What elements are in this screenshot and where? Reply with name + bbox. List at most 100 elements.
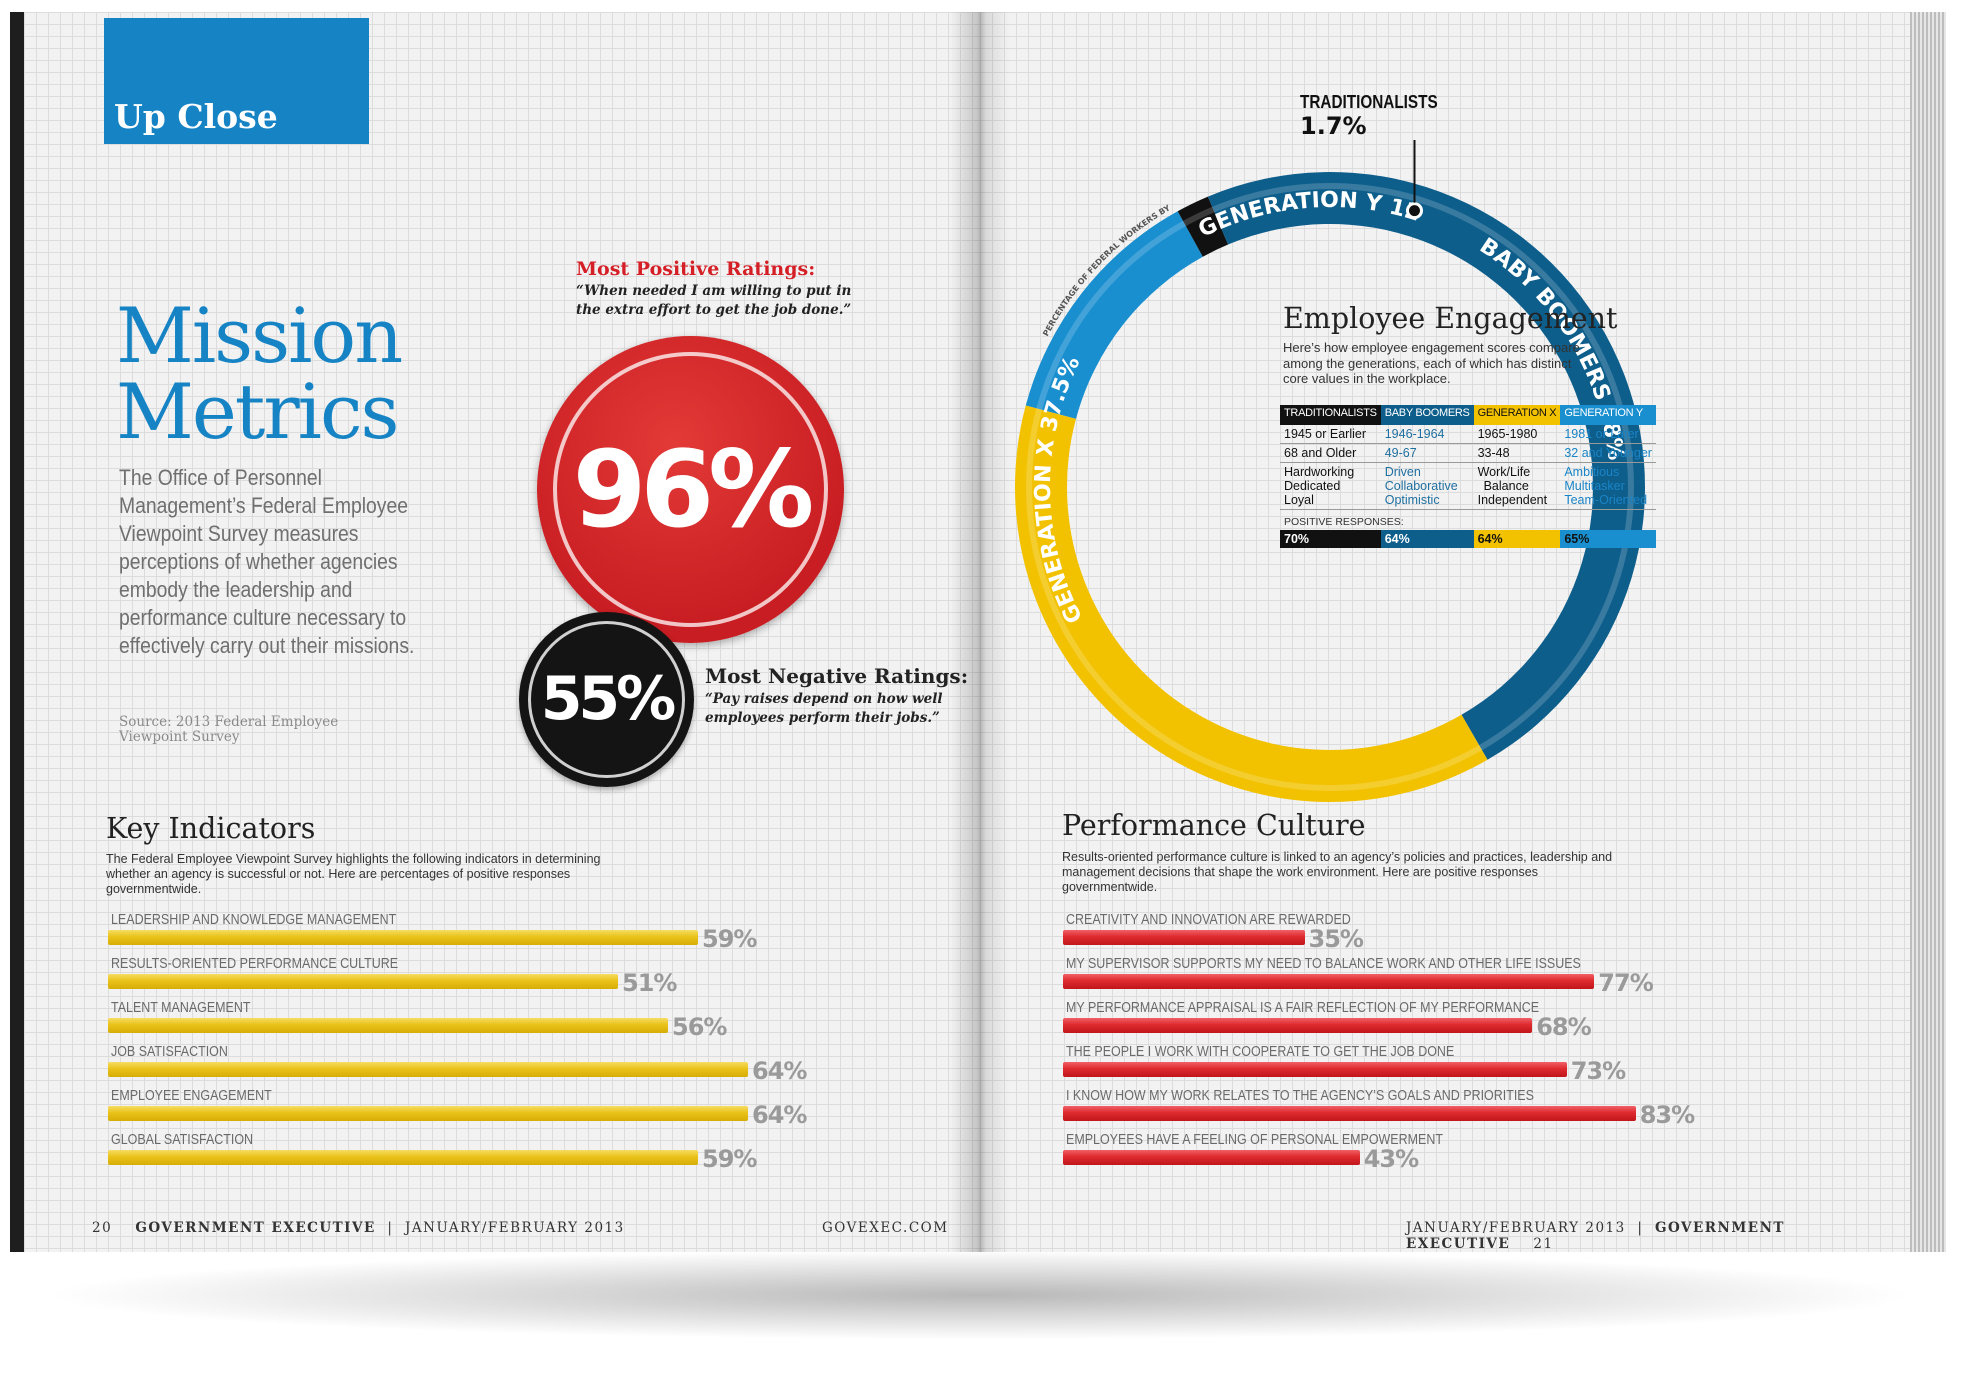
- table-cell: 1965-1980: [1473, 425, 1561, 444]
- table-row: 1945 or Earlier 1946-1964 1965-1980 1981…: [1280, 425, 1656, 444]
- value-text: Driven: [1384, 465, 1421, 479]
- table-cell: 1945 or Earlier: [1280, 425, 1381, 444]
- traditionalists-label: TRADITIONALISTS: [1300, 92, 1438, 112]
- bar-label: MY SUPERVISOR SUPPORTS MY NEED TO BALANC…: [1066, 956, 1581, 972]
- positive-baby-boomers: 64%: [1380, 530, 1474, 548]
- value-text: Loyal: [1284, 493, 1314, 507]
- footer-separator: |: [1637, 1220, 1644, 1236]
- header-traditionalists: TRADITIONALISTS: [1280, 405, 1381, 425]
- magazine-shadow: [40, 1250, 1920, 1340]
- table-cell: 1981 or Later: [1560, 425, 1656, 444]
- key-indicators-description: The Federal Employee Viewpoint Survey hi…: [106, 852, 601, 896]
- footer-right: JANUARY/FEBRUARY 2013 | GOVERNMENT EXECU…: [1406, 1220, 1910, 1252]
- value-text: Independent: [1477, 493, 1548, 507]
- page-edges: [1910, 12, 1946, 1252]
- page-title-line1: Mission: [116, 291, 403, 380]
- table-cell: Ambitious Multitasker Team-Oriented: [1560, 463, 1656, 510]
- table-cell: Hardworking Dedicated Loyal: [1280, 463, 1381, 510]
- table-row: POSITIVE RESPONSES:: [1280, 509, 1656, 530]
- bar: [1063, 974, 1595, 989]
- page-title-line2: Metrics: [116, 367, 400, 456]
- most-positive-value: 96%: [572, 428, 815, 551]
- bar-label: I KNOW HOW MY WORK RELATES TO THE AGENCY…: [1066, 1088, 1534, 1104]
- circle-ring: [553, 352, 828, 627]
- most-negative-quote: “Pay raises depend on how well employees…: [705, 691, 943, 726]
- bar: [108, 1018, 668, 1033]
- value-text: Ambitious: [1564, 465, 1620, 479]
- traditionalists-value: 1.7%: [1300, 112, 1367, 140]
- bar: [1063, 930, 1305, 945]
- bar-value: 43%: [1363, 1145, 1419, 1173]
- value-text: Work/Life: [1477, 465, 1531, 479]
- table-row: 68 and Older 49-67 33-48 32 and Younger: [1280, 443, 1656, 463]
- left-page: Up Close Mission Metrics The Office of P…: [10, 12, 994, 1252]
- footer-left: 20 GOVERNMENT EXECUTIVE | JANUARY/FEBRUA…: [92, 1220, 625, 1236]
- most-negative-title: Most Negative Ratings:: [705, 664, 969, 688]
- table-cell: 1946-1964: [1380, 425, 1474, 444]
- bar-label: EMPLOYEE ENGAGEMENT: [111, 1088, 272, 1104]
- bar-value: 64%: [752, 1057, 807, 1085]
- bar-label: MY PERFORMANCE APPRAISAL IS A FAIR REFLE…: [1066, 1000, 1540, 1016]
- bar-label: LEADERSHIP AND KNOWLEDGE MANAGEMENT: [111, 912, 397, 928]
- section-tab-label: Up Close: [114, 97, 278, 136]
- positive-generation-x: 64%: [1473, 530, 1561, 548]
- bar: [108, 1106, 748, 1121]
- generation-donut-chart: GENERATION Y 12.8%GENERATION X 37.5%BABY…: [980, 12, 1646, 802]
- donut-segment: [1207, 171, 1646, 760]
- most-positive-circle: 96%: [537, 336, 844, 643]
- circle-ring: [528, 621, 685, 778]
- bar-value: 59%: [702, 1145, 757, 1173]
- source-note: Source: 2013 Federal Employee Viewpoint …: [119, 714, 339, 745]
- table-cell: Driven Collaborative Optimistic: [1381, 463, 1474, 510]
- bar: [108, 974, 618, 989]
- bar-label: CREATIVITY AND INNOVATION ARE REWARDED: [1066, 912, 1351, 928]
- bar-value: 35%: [1308, 925, 1364, 953]
- value-text: Collaborative: [1384, 479, 1458, 493]
- value-text: Balance: [1483, 479, 1529, 493]
- performance-culture-description: Results-oriented performance culture is …: [1062, 850, 1613, 894]
- bar-value: 56%: [672, 1013, 727, 1041]
- header-baby-boomers: BABY BOOMERS: [1380, 405, 1474, 425]
- bar-value: 83%: [1639, 1101, 1695, 1129]
- page-number: 21: [1533, 1236, 1554, 1252]
- donut-highlight: [1026, 183, 1634, 791]
- most-negative-value: 55%: [540, 664, 677, 734]
- issue-date: JANUARY/FEBRUARY 2013: [1406, 1220, 1626, 1236]
- table-cell: 68 and Older: [1280, 443, 1381, 463]
- bar-label: THE PEOPLE I WORK WITH COOPERATE TO GET …: [1066, 1044, 1455, 1060]
- donut-segment: [1025, 211, 1203, 419]
- most-negative-circle: 55%: [519, 612, 694, 787]
- table-row: Hardworking Dedicated Loyal Driven Collabor…: [1280, 463, 1656, 510]
- performance-culture-title: Performance Culture: [1062, 809, 1366, 842]
- table-cell: Work/Life Balance Independent: [1474, 463, 1561, 510]
- value-text: Optimistic: [1384, 493, 1440, 507]
- value-text: Hardworking: [1284, 465, 1355, 479]
- table-cell: 33-48: [1473, 443, 1561, 463]
- bar-value: 77%: [1598, 969, 1653, 997]
- bar: [1063, 1150, 1360, 1165]
- donut-segment: [1015, 405, 1488, 802]
- traditionalists-marker: [1405, 202, 1423, 220]
- bar: [108, 1062, 748, 1077]
- issue-date: JANUARY/FEBRUARY 2013: [405, 1220, 625, 1236]
- section-tab: Up Close: [104, 18, 369, 144]
- bar-label: GLOBAL SATISFACTION: [111, 1132, 254, 1148]
- value-text: Multitasker: [1564, 479, 1625, 493]
- bar: [1063, 1062, 1567, 1077]
- bar-label: JOB SATISFACTION: [111, 1044, 228, 1060]
- bar-label: TALENT MANAGEMENT: [111, 1000, 251, 1016]
- bar-value: 68%: [1536, 1013, 1591, 1041]
- footer-separator: |: [387, 1220, 394, 1236]
- key-indicators-title: Key Indicators: [106, 812, 316, 845]
- page-title: Mission Metrics: [116, 291, 403, 456]
- positive-traditionalists: 70%: [1280, 530, 1381, 548]
- table-cell: 49-67: [1380, 443, 1474, 463]
- bar-value: 73%: [1570, 1057, 1626, 1085]
- bar: [1063, 1106, 1636, 1121]
- most-positive-title: Most Positive Ratings:: [576, 258, 816, 280]
- positive-responses-row: 70% 64% 64% 65%: [1280, 530, 1656, 548]
- bar: [108, 930, 698, 945]
- header-generation-x: GENERATION X: [1473, 405, 1561, 425]
- generation-table: TRADITIONALISTS BABY BOOMERS GENERATION …: [1280, 405, 1656, 548]
- right-page: GENERATION Y 12.8%GENERATION X 37.5%BABY…: [980, 12, 1910, 1252]
